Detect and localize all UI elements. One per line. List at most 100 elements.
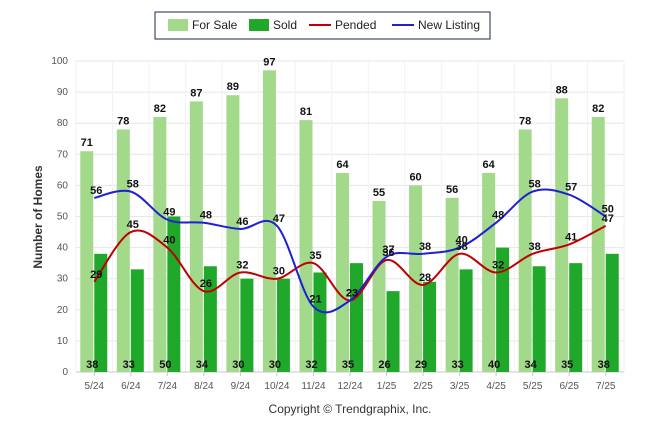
bar-for-sale: [189, 101, 203, 373]
label-sold: 26: [378, 359, 390, 371]
label-sold: 33: [123, 359, 135, 371]
bar-sold: [569, 263, 583, 372]
label-pended: 26: [200, 278, 212, 290]
label-for-sale: 56: [446, 184, 458, 196]
x-tick-label: 5/25: [523, 381, 543, 392]
legend: For Sale Sold Pended New Listing: [168, 18, 480, 32]
bar-for-sale: [445, 197, 459, 372]
label-new-listing: 58: [127, 179, 139, 191]
label-new-listing: 56: [90, 185, 102, 197]
x-tick-label: 7/25: [596, 381, 616, 392]
bar-sold: [94, 253, 108, 372]
x-axis: 5/24 6/24 7/24 8/24 9/24 10/24 11/24 12/24 1/25 2…: [85, 372, 616, 392]
bar-for-sale: [555, 98, 569, 372]
label-sold: 50: [159, 359, 171, 371]
bar-for-sale: [409, 185, 423, 372]
label-new-listing: 48: [492, 210, 504, 222]
x-tick-label: 6/24: [121, 381, 141, 392]
x-tick-label: 8/24: [194, 381, 214, 392]
label-pended: 38: [455, 241, 467, 253]
label-pended: 40: [163, 235, 175, 247]
label-sold: 32: [305, 359, 317, 371]
label-for-sale: 89: [227, 81, 239, 93]
label-new-listing: 37: [382, 244, 394, 256]
label-pended: 32: [492, 259, 504, 271]
legend-swatch-sold: [249, 19, 269, 31]
legend-label-new-listing: New Listing: [418, 18, 480, 32]
y-tick-label: 20: [57, 305, 69, 316]
legend-label-pended: Pended: [335, 18, 376, 32]
bar-sold: [350, 263, 363, 372]
label-new-listing: 48: [200, 210, 212, 222]
label-pended: 29: [90, 269, 102, 281]
bar-sold: [386, 291, 400, 372]
label-for-sale: 64: [336, 159, 349, 171]
x-tick-label: 11/24: [301, 381, 326, 392]
label-sold: 34: [525, 359, 538, 371]
y-tick-label: 10: [57, 336, 69, 347]
y-tick-label: 30: [57, 274, 69, 285]
x-tick-label: 9/24: [231, 381, 251, 392]
bar-for-sale: [372, 200, 386, 372]
bar-sold: [240, 278, 254, 372]
bar-for-sale: [226, 95, 240, 373]
y-tick-label: 60: [57, 180, 69, 191]
legend-label-for-sale: For Sale: [192, 18, 238, 32]
bar-sold: [459, 269, 473, 372]
label-pended: 41: [565, 231, 577, 243]
bar-sold: [276, 278, 290, 372]
y-tick-label: 0: [62, 367, 68, 378]
label-for-sale: 81: [300, 106, 312, 118]
label-pended: 23: [346, 287, 358, 299]
label-for-sale: 55: [373, 187, 385, 199]
line-new-listing: [94, 188, 607, 314]
x-tick-label: 6/25: [559, 381, 579, 392]
label-for-sale: 78: [117, 115, 129, 127]
credit: Copyright © Trendgraphix, Inc.: [269, 402, 432, 416]
label-pended: 38: [529, 241, 541, 253]
label-new-listing: 38: [419, 241, 431, 253]
bar-sold: [532, 266, 546, 372]
bar-for-sale: [299, 120, 313, 372]
label-pended: 47: [602, 213, 614, 225]
bar-sold: [496, 247, 510, 372]
y-tick-label: 40: [57, 243, 69, 254]
label-pended: 30: [273, 266, 285, 278]
label-pended: 28: [419, 272, 431, 284]
y-tick-label: 70: [57, 149, 69, 160]
label-sold: 33: [451, 359, 463, 371]
x-tick-label: 1/25: [377, 381, 397, 392]
label-new-listing: 46: [236, 216, 248, 228]
label-for-sale: 97: [263, 56, 275, 68]
x-tick-label: 5/24: [85, 381, 105, 392]
bar-for-sale: [518, 129, 532, 372]
label-for-sale: 78: [519, 115, 531, 127]
lines: [93, 188, 607, 314]
legend-label-sold: Sold: [273, 18, 297, 32]
data-labels: 71 38 29 56 78 33 45 58 82 50 40 49 87 34 26 48 89 30 32 46…: [81, 56, 614, 371]
bar-for-sale: [591, 116, 605, 372]
bar-for-sale: [80, 151, 94, 372]
label-sold: 38: [86, 359, 98, 371]
label-for-sale: 88: [556, 84, 568, 96]
label-sold: 30: [269, 359, 281, 371]
bar-for-sale: [153, 116, 167, 372]
label-for-sale: 60: [409, 171, 421, 183]
label-new-listing: 57: [565, 182, 577, 194]
bar-sold: [167, 216, 181, 372]
label-new-listing: 21: [309, 294, 321, 306]
label-new-listing: 49: [163, 207, 175, 219]
bars: [80, 70, 619, 373]
label-pended: 32: [236, 259, 248, 271]
label-new-listing: 47: [273, 213, 285, 225]
label-for-sale: 71: [81, 137, 93, 149]
x-tick-label: 10/24: [264, 381, 289, 392]
x-tick-label: 2/25: [413, 381, 433, 392]
y-tick-label: 50: [57, 212, 69, 223]
label-new-listing: 58: [529, 179, 541, 191]
label-for-sale: 64: [483, 159, 496, 171]
x-tick-label: 4/25: [486, 381, 506, 392]
label-pended: 35: [309, 250, 321, 262]
label-sold: 38: [598, 359, 610, 371]
